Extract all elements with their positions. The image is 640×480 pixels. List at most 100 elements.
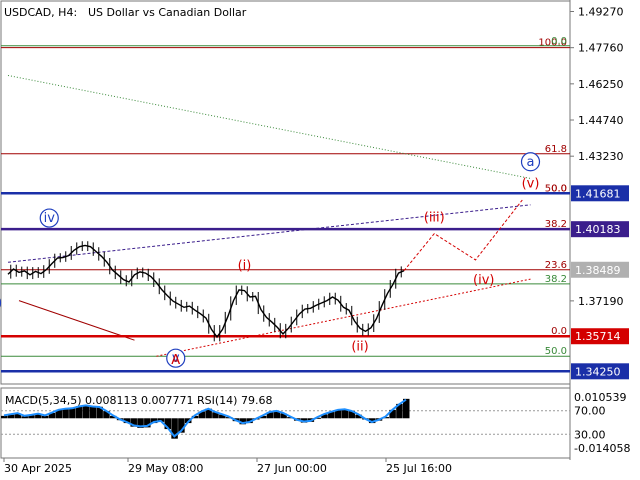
macd-histogram-bar <box>368 418 376 424</box>
trend-line <box>7 204 531 263</box>
y-tick-label: 1.43230 <box>578 150 624 163</box>
macd-histogram-bar <box>14 413 22 419</box>
fib-level-label: 38.2 <box>545 274 567 285</box>
key-level-tag <box>571 185 629 202</box>
macd-histogram-bar <box>273 411 281 419</box>
fib-level-label: 38.2 <box>545 219 567 230</box>
macd-histogram-bar <box>266 412 274 419</box>
y-tick-label: 1.47760 <box>578 42 624 55</box>
macd-histogram-bar <box>123 418 131 424</box>
key-level-tag-label: 1.41681 <box>575 187 621 200</box>
trend-line <box>18 300 135 341</box>
macd-histogram-bar <box>280 413 287 419</box>
fib-level-label: 0.0 <box>551 326 567 337</box>
macd-plot-frame <box>0 387 571 459</box>
macd-histogram-bar <box>205 408 212 419</box>
fib-level-label: 100.0 <box>538 38 567 49</box>
macd-histogram-bar <box>69 408 76 419</box>
wave-label: (v) <box>522 176 540 191</box>
macd-histogram-bar <box>144 418 151 428</box>
forecast-path <box>403 199 523 272</box>
chart-description: US Dollar vs Canadian Dollar <box>88 6 247 19</box>
indicator-title: MACD(5,34,5) 0.008113 0.007771 RSI(14) 7… <box>5 394 272 407</box>
fib-level-label: 50.0 <box>545 183 567 194</box>
macd-histogram-bar <box>259 415 267 419</box>
macd-histogram-bar <box>382 417 390 419</box>
fib-level-label: 0.0 <box>551 183 567 194</box>
macd-histogram-bar <box>198 411 206 419</box>
wave-label: (iv) <box>473 273 494 288</box>
y-tick-label: 1.49270 <box>578 5 624 18</box>
macd-histogram-bar <box>355 414 362 419</box>
fib-level-label: 61.8 <box>545 144 567 155</box>
macd-histogram-bar <box>403 398 410 419</box>
macd-histogram-bar <box>82 405 90 419</box>
macd-histogram-bar <box>35 413 42 419</box>
macd-histogram-bar <box>137 418 144 428</box>
macd-histogram-bar <box>328 412 335 419</box>
macd-histogram-bar <box>110 415 117 419</box>
macd-histogram-bar <box>75 406 83 419</box>
x-tick-label: 29 May 08:00 <box>128 462 203 475</box>
wave-label: A <box>171 353 180 368</box>
key-level-tag-label: 1.34250 <box>575 365 621 378</box>
fib-level-label: 0.0 <box>551 36 567 47</box>
macd-histogram-bar <box>62 408 69 419</box>
fib-level-label: 23.6 <box>545 260 567 271</box>
wave-label: (iii) <box>424 211 445 226</box>
y-tick-label: 1.46250 <box>578 78 624 91</box>
macd-histogram-bar <box>389 409 396 419</box>
wave-label: v <box>172 351 180 366</box>
wave-label: a <box>527 155 535 170</box>
wave-label-circle <box>39 208 59 228</box>
y-tick-label: 1.37190 <box>578 295 624 308</box>
x-tick-label: 30 Apr 2025 <box>4 462 72 475</box>
indicator-y-tick-label: 70.00 <box>574 405 606 418</box>
macd-histogram-bar <box>239 418 246 425</box>
macd-histogram-bar <box>348 411 355 419</box>
macd-histogram-bar <box>219 414 226 419</box>
macd-histogram-bar <box>341 409 349 419</box>
macd-histogram-bar <box>150 418 158 424</box>
macd-histogram-bar <box>321 414 328 419</box>
wave-label-circle <box>520 152 541 172</box>
fib-level-label: 50.0 <box>545 346 567 357</box>
y-tick-label: 1.44740 <box>578 114 624 127</box>
macd-histogram-bar <box>55 409 63 419</box>
wave-label: (i) <box>238 258 252 273</box>
indicator-y-tick-label: 0.010539 <box>574 391 627 404</box>
wave-label: iv <box>44 211 56 226</box>
macd-histogram-bar <box>89 406 97 419</box>
macd-histogram-bar <box>41 415 49 419</box>
macd-histogram-bar <box>314 417 321 419</box>
x-tick-label: 27 Jun 00:00 <box>257 462 327 475</box>
macd-histogram-bar <box>246 418 253 424</box>
key-level-tag-label: 1.40183 <box>575 223 621 236</box>
macd-histogram-bar <box>396 403 403 419</box>
wave-label: (ii) <box>351 339 368 354</box>
macd-histogram-bar <box>103 411 110 419</box>
chart-symbol: USDCAD, H4: <box>4 6 77 19</box>
macd-histogram-bar <box>96 406 103 419</box>
wave-label-circle <box>166 348 186 368</box>
macd-histogram-bar <box>48 413 56 419</box>
current-price-tag <box>571 261 629 278</box>
macd-histogram-bar <box>164 418 172 430</box>
macd-histogram-bar <box>7 414 15 419</box>
indicator-y-tick-label: -0.014058 <box>574 442 630 455</box>
macd-histogram-bar <box>334 409 342 419</box>
macd-histogram-bar <box>21 416 28 419</box>
macd-histogram-bar <box>130 418 137 427</box>
macd-histogram-bar <box>28 415 35 419</box>
macd-histogram-bar <box>178 418 185 433</box>
macd-histogram-bar <box>171 418 178 439</box>
wave-label-circle <box>0 298 2 308</box>
macd-histogram-bar <box>300 418 308 423</box>
key-level-tag-label: 1.35714 <box>575 330 621 343</box>
x-tick-label: 25 Jul 16:00 <box>386 462 452 475</box>
key-level-tag <box>571 221 629 238</box>
key-level-tag <box>571 363 629 380</box>
indicator-y-tick-label: 30.00 <box>574 428 606 441</box>
